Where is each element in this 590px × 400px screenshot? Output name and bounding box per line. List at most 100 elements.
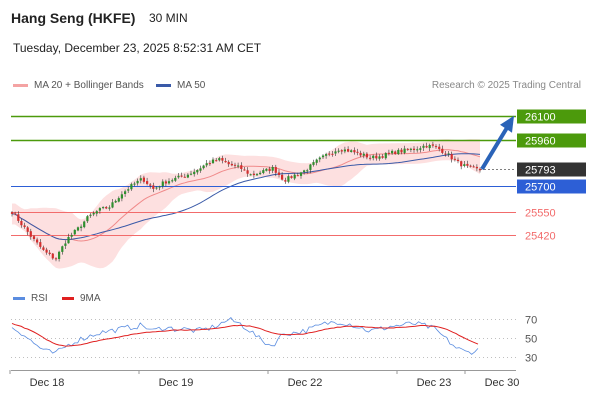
- candle: [114, 199, 117, 203]
- candle: [36, 237, 39, 245]
- candle: [146, 177, 149, 186]
- candle: [296, 172, 299, 177]
- ma20-swatch: [13, 83, 28, 87]
- candle: [359, 150, 362, 158]
- candle: [463, 161, 466, 168]
- x-tick-label: Dec 23: [417, 377, 452, 389]
- level-tag-25700: [517, 179, 586, 194]
- rsi-tick-30: 30: [525, 352, 537, 364]
- ma50-swatch: [156, 83, 171, 87]
- candle: [186, 173, 189, 179]
- candle: [284, 177, 287, 184]
- candle: [453, 156, 456, 162]
- candle: [230, 161, 233, 167]
- candle: [299, 171, 303, 179]
- candle: [290, 175, 293, 179]
- candle: [98, 207, 101, 214]
- candle: [384, 152, 387, 160]
- candle: [149, 183, 152, 189]
- candle: [161, 179, 164, 189]
- candle: [67, 233, 70, 244]
- candle: [347, 146, 350, 153]
- candle: [174, 175, 177, 182]
- candle: [20, 218, 23, 228]
- candle: [274, 164, 277, 177]
- candle: [17, 211, 20, 223]
- candle: [39, 239, 42, 249]
- level-tag-25960: [517, 133, 586, 148]
- candle: [120, 191, 123, 202]
- candle: [466, 160, 469, 168]
- candle: [416, 146, 419, 153]
- legend-rsi-text: RSI: [31, 293, 48, 304]
- candle: [472, 164, 475, 168]
- candle: [391, 149, 394, 155]
- candle: [124, 189, 127, 197]
- rsi-tick-50: 50: [525, 334, 537, 346]
- candle: [249, 173, 252, 176]
- candle: [73, 229, 76, 236]
- candle: [394, 150, 397, 155]
- rsi-ma-line: [11, 322, 479, 347]
- candle: [142, 175, 145, 184]
- candle: [372, 154, 375, 161]
- candle: [48, 250, 51, 256]
- candle: [108, 205, 111, 211]
- candle: [61, 245, 64, 255]
- candle: [281, 172, 284, 181]
- price-levels: 26100 25960 25793 25700 25550 25420: [11, 109, 586, 243]
- candle: [438, 143, 441, 152]
- candle: [419, 146, 422, 153]
- candle: [127, 186, 130, 193]
- candle: [434, 144, 438, 149]
- legend-rsi: RSI: [13, 293, 48, 304]
- candle: [409, 147, 412, 153]
- candle: [218, 156, 221, 162]
- candle: [130, 182, 133, 191]
- candle: [353, 147, 356, 155]
- level-label-25550: 25550: [525, 208, 556, 220]
- candle: [397, 148, 400, 155]
- candle: [14, 211, 17, 216]
- candle: [450, 151, 453, 163]
- level-label-25793: 25793: [525, 165, 556, 177]
- candle: [306, 168, 309, 174]
- candle: [243, 167, 246, 171]
- candle: [334, 148, 337, 156]
- candle: [444, 151, 447, 157]
- candle: [189, 170, 193, 176]
- candle: [265, 168, 268, 172]
- candle: [475, 164, 478, 172]
- candle: [215, 158, 218, 162]
- candle: [277, 169, 281, 178]
- candle: [199, 165, 202, 173]
- candle: [400, 148, 403, 155]
- level-label-25420: 25420: [525, 231, 556, 243]
- candle: [422, 143, 425, 151]
- candle: [287, 174, 290, 184]
- candle: [155, 186, 158, 190]
- arrow-shaft: [480, 126, 509, 171]
- candle: [183, 173, 186, 178]
- candle: [158, 185, 161, 191]
- level-label-25960: 25960: [525, 136, 556, 148]
- candle: [375, 152, 378, 161]
- candle: [240, 162, 243, 172]
- candle: [105, 206, 108, 210]
- candle: [343, 146, 346, 154]
- candle: [321, 154, 325, 159]
- level-tag-26100: [517, 109, 586, 124]
- candle: [26, 226, 29, 236]
- candle: [29, 228, 32, 240]
- timeframe-label: 30 MIN: [149, 11, 188, 25]
- candle: [237, 162, 240, 169]
- x-tick-label: Dec 22: [288, 377, 323, 389]
- candle: [227, 160, 230, 167]
- candle: [45, 247, 48, 255]
- candle: [10, 211, 14, 217]
- candle: [167, 178, 171, 185]
- candle: [460, 160, 463, 170]
- legend-9ma-text: 9MA: [80, 293, 101, 304]
- candle: [136, 178, 139, 186]
